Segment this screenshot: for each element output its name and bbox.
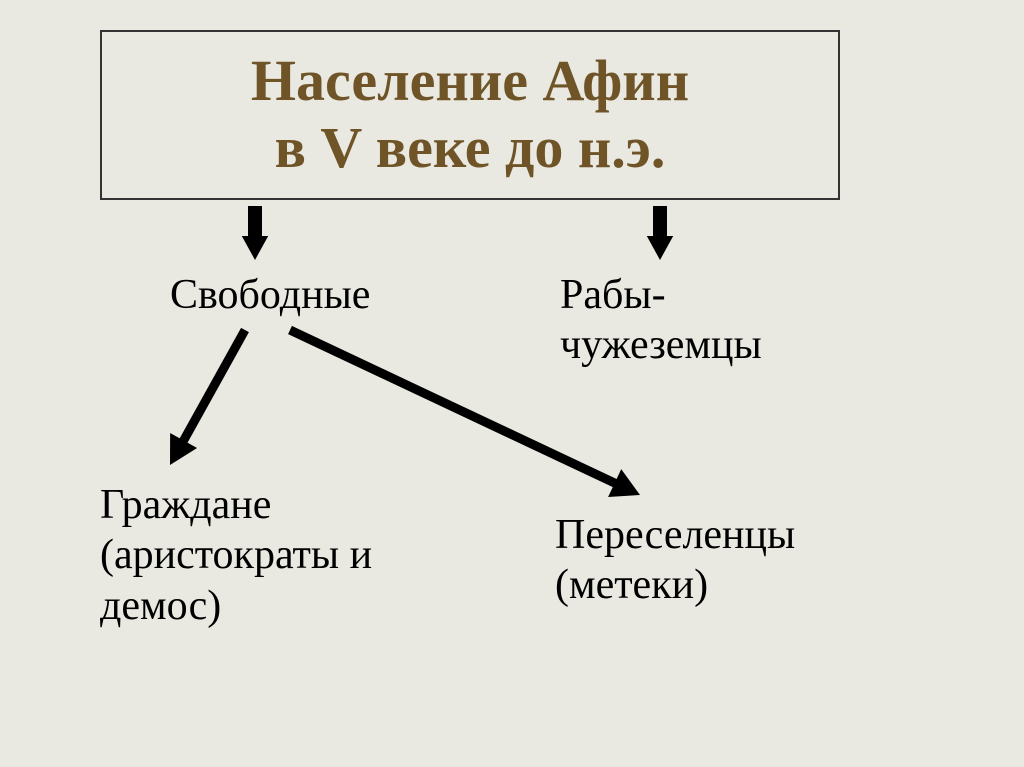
title-box: Население Афин в V веке до н.э. bbox=[100, 30, 840, 200]
node-free: Свободные bbox=[170, 270, 370, 320]
node-metics-line1: Переселенцы bbox=[555, 512, 795, 558]
node-metics: Переселенцы (метеки) bbox=[555, 510, 795, 611]
title-line-2: в V веке до н.э. bbox=[275, 115, 666, 180]
node-slaves: Рабы- чужеземцы bbox=[560, 270, 762, 371]
node-citizens-line2: (аристократы и bbox=[100, 532, 372, 578]
node-citizens-line3: демос) bbox=[100, 583, 221, 629]
node-free-text: Свободные bbox=[170, 272, 370, 318]
node-citizens-line1: Граждане bbox=[100, 482, 271, 528]
title-line-1: Население Афин bbox=[251, 48, 689, 113]
title-text: Население Афин в V веке до н.э. bbox=[251, 48, 689, 181]
node-slaves-line2: чужеземцы bbox=[560, 322, 762, 368]
node-metics-line2: (метеки) bbox=[555, 562, 708, 608]
node-slaves-line1: Рабы- bbox=[560, 272, 666, 318]
node-citizens: Граждане (аристократы и демос) bbox=[100, 480, 372, 631]
